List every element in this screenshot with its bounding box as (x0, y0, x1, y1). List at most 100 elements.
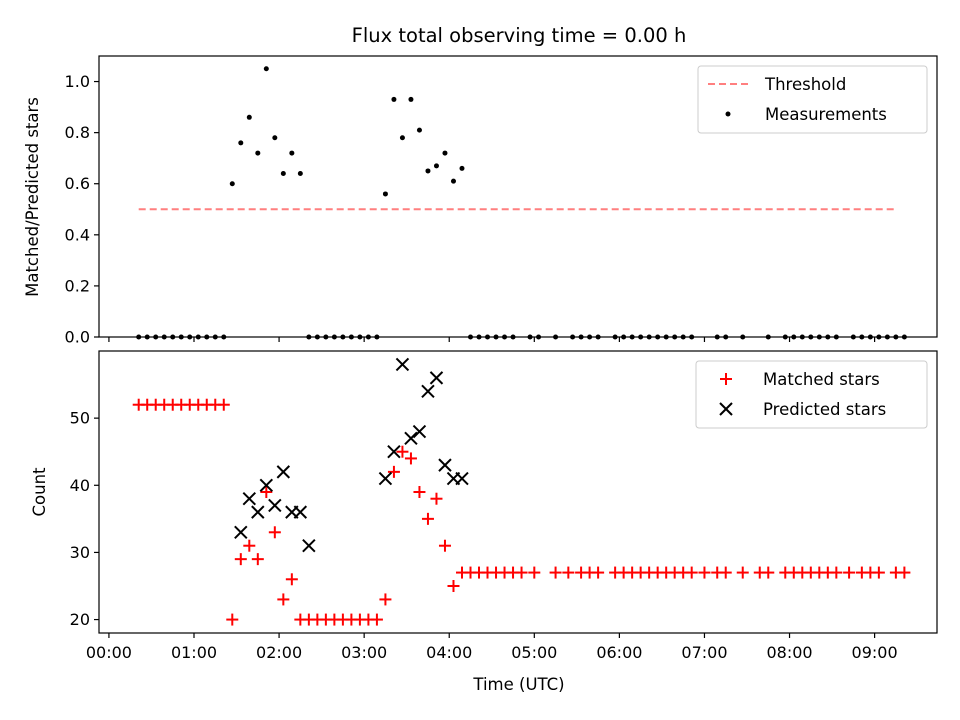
top-y-tick-label: 0.2 (65, 276, 90, 295)
matched-star-point (277, 593, 290, 606)
measurement-point (238, 140, 244, 146)
measurement-point (391, 96, 397, 102)
predicted-star-point (251, 505, 265, 519)
predicted-star-point (276, 465, 291, 479)
x-tick: 05:00 (511, 633, 557, 662)
matched-star-point (243, 539, 256, 552)
matched-star-point (396, 445, 409, 458)
x-tick: 04:00 (426, 633, 472, 662)
matched-legend-label: Matched stars (763, 370, 880, 389)
measurement-point (433, 163, 439, 169)
matched-star-point (404, 452, 417, 465)
matched-star-point (685, 566, 698, 579)
top-y-tick: 0.6 (65, 174, 99, 193)
x-tick-label: 06:00 (596, 643, 642, 662)
x-tick-label: 04:00 (426, 643, 472, 662)
x-tick-label: 02:00 (256, 643, 302, 662)
x-tick-label: 08:00 (766, 643, 812, 662)
matched-star-point (260, 486, 273, 498)
predicted-legend-swatch (719, 402, 733, 416)
bottom-y-tick-label: 30 (70, 543, 90, 562)
matched-star-point (370, 613, 383, 626)
matched-legend-swatch (720, 373, 732, 385)
x-tick: 06:00 (596, 633, 642, 662)
matched-star-point (234, 553, 247, 566)
predicted-star-point (378, 471, 393, 486)
bottom-y-tick: 20 (70, 610, 99, 629)
top-y-tick: 0.2 (65, 276, 99, 295)
measurement-point (442, 150, 448, 156)
predicted-star-point (421, 384, 435, 398)
measurement-point (280, 171, 286, 177)
predicted-star-point (387, 445, 401, 459)
predicted-star-point (293, 505, 308, 519)
predicted-star-point (404, 431, 418, 445)
top-panel: 0.0 0.2 0.4 0.6 0.8 1.0 Matched/Predicted sta… (23, 55, 938, 347)
bottom-y-tick: 50 (70, 409, 99, 428)
threshold-legend-label: Threshold (764, 75, 846, 94)
matched-star-point (762, 566, 775, 579)
matched-star-point (843, 566, 856, 579)
top-y-axis-label: Matched/Predicted stars (23, 97, 42, 297)
measurement-point (272, 135, 278, 141)
x-tick: 07:00 (681, 633, 728, 662)
predicted-star-point (242, 492, 257, 506)
matched-star-point (719, 566, 732, 579)
top-legend: Threshold Measurements (697, 65, 928, 134)
top-y-tick-label: 0.4 (65, 225, 90, 244)
x-tick-label: 01:00 (171, 643, 217, 662)
x-tick-label: 07:00 (681, 643, 727, 662)
matched-star-point (872, 566, 885, 579)
x-tick: 00:00 (86, 633, 132, 662)
predicted-star-point (429, 371, 444, 385)
top-y-tick: 1.0 (65, 72, 99, 91)
x-tick: 03:00 (341, 633, 387, 662)
top-y-tick-label: 0.6 (65, 174, 90, 193)
bottom-y-tick-label: 20 (70, 610, 90, 629)
top-y-tick: 0.8 (65, 123, 99, 142)
measurement-point (289, 150, 295, 156)
measurement-point (263, 66, 269, 72)
predicted-star-point (268, 498, 282, 513)
top-legend-box (697, 65, 928, 134)
x-tick: 02:00 (256, 633, 302, 662)
predicted-star-point (234, 525, 248, 539)
matched-star-point (562, 566, 575, 579)
matched-star-point (898, 566, 911, 579)
predicted-star-point (438, 458, 452, 472)
top-y-tick: 0.0 (65, 328, 99, 347)
top-y-tick-label: 0.8 (65, 123, 90, 142)
x-tick: 09:00 (852, 633, 898, 662)
x-tick-label: 00:00 (86, 643, 132, 662)
matched-star-point (421, 512, 434, 525)
measurement-point (416, 127, 422, 133)
bottom-y-tick: 30 (70, 543, 99, 562)
x-tick-label: 05:00 (511, 643, 557, 662)
predicted-star-point (259, 478, 274, 492)
measurement-point (382, 191, 388, 197)
measurement-point (246, 114, 252, 120)
bottom-y-tick-label: 40 (70, 476, 90, 495)
matched-star-point (379, 593, 392, 606)
measurement-point (229, 181, 235, 187)
matched-star-point (549, 566, 562, 579)
x-axis-label: Time (UTC) (472, 675, 564, 694)
matched-star-point (830, 566, 843, 579)
bottom-y-axis-label: Count (30, 467, 49, 517)
matched-star-point (447, 580, 460, 592)
matched-star-point (268, 526, 281, 539)
matched-star-point (251, 553, 264, 566)
measurement-point (399, 135, 405, 141)
matched-star-point (285, 573, 298, 586)
bottom-y-tick: 40 (70, 476, 99, 495)
matched-star-point (387, 465, 400, 478)
predicted-star-point (395, 357, 410, 372)
matched-star-point (226, 613, 239, 626)
measurements-legend-swatch (725, 111, 731, 117)
x-tick-label: 09:00 (852, 643, 898, 662)
bottom-panel-frame (98, 350, 938, 634)
x-tick: 01:00 (171, 633, 217, 662)
matched-star-point (217, 398, 230, 411)
measurement-point (450, 178, 456, 184)
measurement-point (408, 96, 414, 102)
